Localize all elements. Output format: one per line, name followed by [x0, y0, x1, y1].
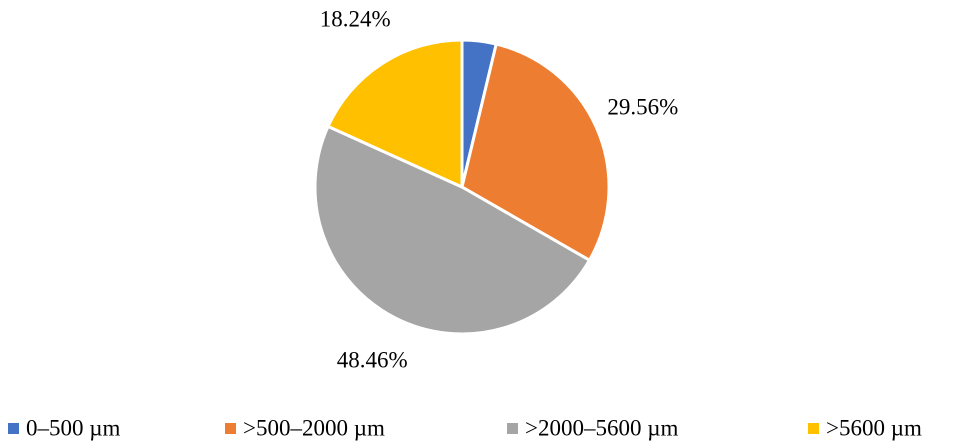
- data-label: 3.74%: [455, 0, 514, 2]
- data-label: 48.46%: [337, 348, 408, 373]
- legend-label: 0–500 µm: [26, 415, 121, 440]
- pie-slice: [313, 124, 592, 336]
- data-label: 29.56%: [607, 94, 678, 119]
- data-label: 18.24%: [320, 7, 391, 32]
- legend-swatch: [225, 423, 236, 434]
- legend-swatch: [8, 423, 19, 434]
- legend-label: >500–2000 µm: [243, 415, 385, 440]
- legend-swatch: [808, 423, 819, 434]
- legend-label: >2000–5600 µm: [525, 415, 678, 440]
- pie-slice: [460, 42, 611, 263]
- legend-swatch: [507, 423, 518, 434]
- pie-slice: [326, 38, 464, 190]
- legend-label: >5600 µm: [826, 415, 922, 440]
